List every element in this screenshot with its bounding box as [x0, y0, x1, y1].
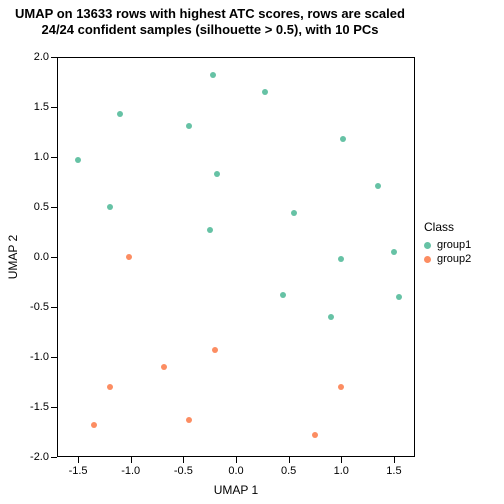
- plot-area: [57, 57, 415, 457]
- x-tick-label: 0.0: [228, 465, 243, 477]
- legend-label: group2: [437, 252, 471, 266]
- x-tick: [289, 457, 290, 463]
- x-axis-label: UMAP 1: [214, 483, 258, 497]
- y-tick-label: -0.5: [21, 301, 49, 313]
- scatter-point: [375, 183, 381, 189]
- y-tick-label: 2.0: [21, 51, 49, 63]
- x-tick-label: 0.5: [281, 465, 296, 477]
- legend-item: group1: [424, 238, 471, 252]
- scatter-point: [212, 347, 218, 353]
- scatter-point: [186, 417, 192, 423]
- scatter-point: [338, 256, 344, 262]
- y-tick-label: -1.5: [21, 401, 49, 413]
- x-tick: [341, 457, 342, 463]
- x-tick: [131, 457, 132, 463]
- scatter-point: [207, 227, 213, 233]
- scatter-point: [312, 432, 318, 438]
- scatter-point: [262, 89, 268, 95]
- x-tick-label: 1.5: [386, 465, 401, 477]
- y-tick: [51, 57, 57, 58]
- legend-title: Class: [424, 220, 471, 234]
- legend-label: group1: [437, 238, 471, 252]
- scatter-point: [75, 157, 81, 163]
- y-tick: [51, 207, 57, 208]
- x-tick-label: -0.5: [174, 465, 193, 477]
- scatter-point: [391, 249, 397, 255]
- scatter-point: [186, 123, 192, 129]
- x-tick-label: -1.5: [69, 465, 88, 477]
- y-tick: [51, 157, 57, 158]
- y-tick-label: 1.5: [21, 101, 49, 113]
- x-tick-label: 1.0: [334, 465, 349, 477]
- y-tick-label: -1.0: [21, 351, 49, 363]
- scatter-point: [210, 72, 216, 78]
- y-tick: [51, 257, 57, 258]
- scatter-point: [91, 422, 97, 428]
- y-axis-label: UMAP 2: [6, 235, 20, 279]
- scatter-point: [338, 384, 344, 390]
- legend: Class group1group2: [424, 220, 471, 267]
- x-tick: [183, 457, 184, 463]
- scatter-point: [161, 364, 167, 370]
- x-tick: [394, 457, 395, 463]
- y-tick: [51, 107, 57, 108]
- y-tick-label: -2.0: [21, 451, 49, 463]
- x-tick-label: -1.0: [121, 465, 140, 477]
- x-tick: [236, 457, 237, 463]
- y-tick-label: 1.0: [21, 151, 49, 163]
- chart-title-line1: UMAP on 13633 rows with highest ATC scor…: [0, 6, 420, 22]
- scatter-point: [107, 384, 113, 390]
- scatter-point: [126, 254, 132, 260]
- legend-swatch: [424, 256, 431, 263]
- legend-item: group2: [424, 252, 471, 266]
- scatter-point: [396, 294, 402, 300]
- scatter-point: [280, 292, 286, 298]
- y-tick: [51, 307, 57, 308]
- scatter-point: [214, 171, 220, 177]
- y-tick: [51, 357, 57, 358]
- scatter-point: [291, 210, 297, 216]
- y-tick-label: 0.0: [21, 251, 49, 263]
- y-tick: [51, 457, 57, 458]
- x-tick: [78, 457, 79, 463]
- scatter-point: [340, 136, 346, 142]
- chart-title: UMAP on 13633 rows with highest ATC scor…: [0, 6, 420, 39]
- scatter-point: [117, 111, 123, 117]
- chart-title-line2: 24/24 confident samples (silhouette > 0.…: [0, 22, 420, 38]
- legend-swatch: [424, 242, 431, 249]
- y-tick: [51, 407, 57, 408]
- scatter-point: [107, 204, 113, 210]
- scatter-point: [328, 314, 334, 320]
- y-tick-label: 0.5: [21, 201, 49, 213]
